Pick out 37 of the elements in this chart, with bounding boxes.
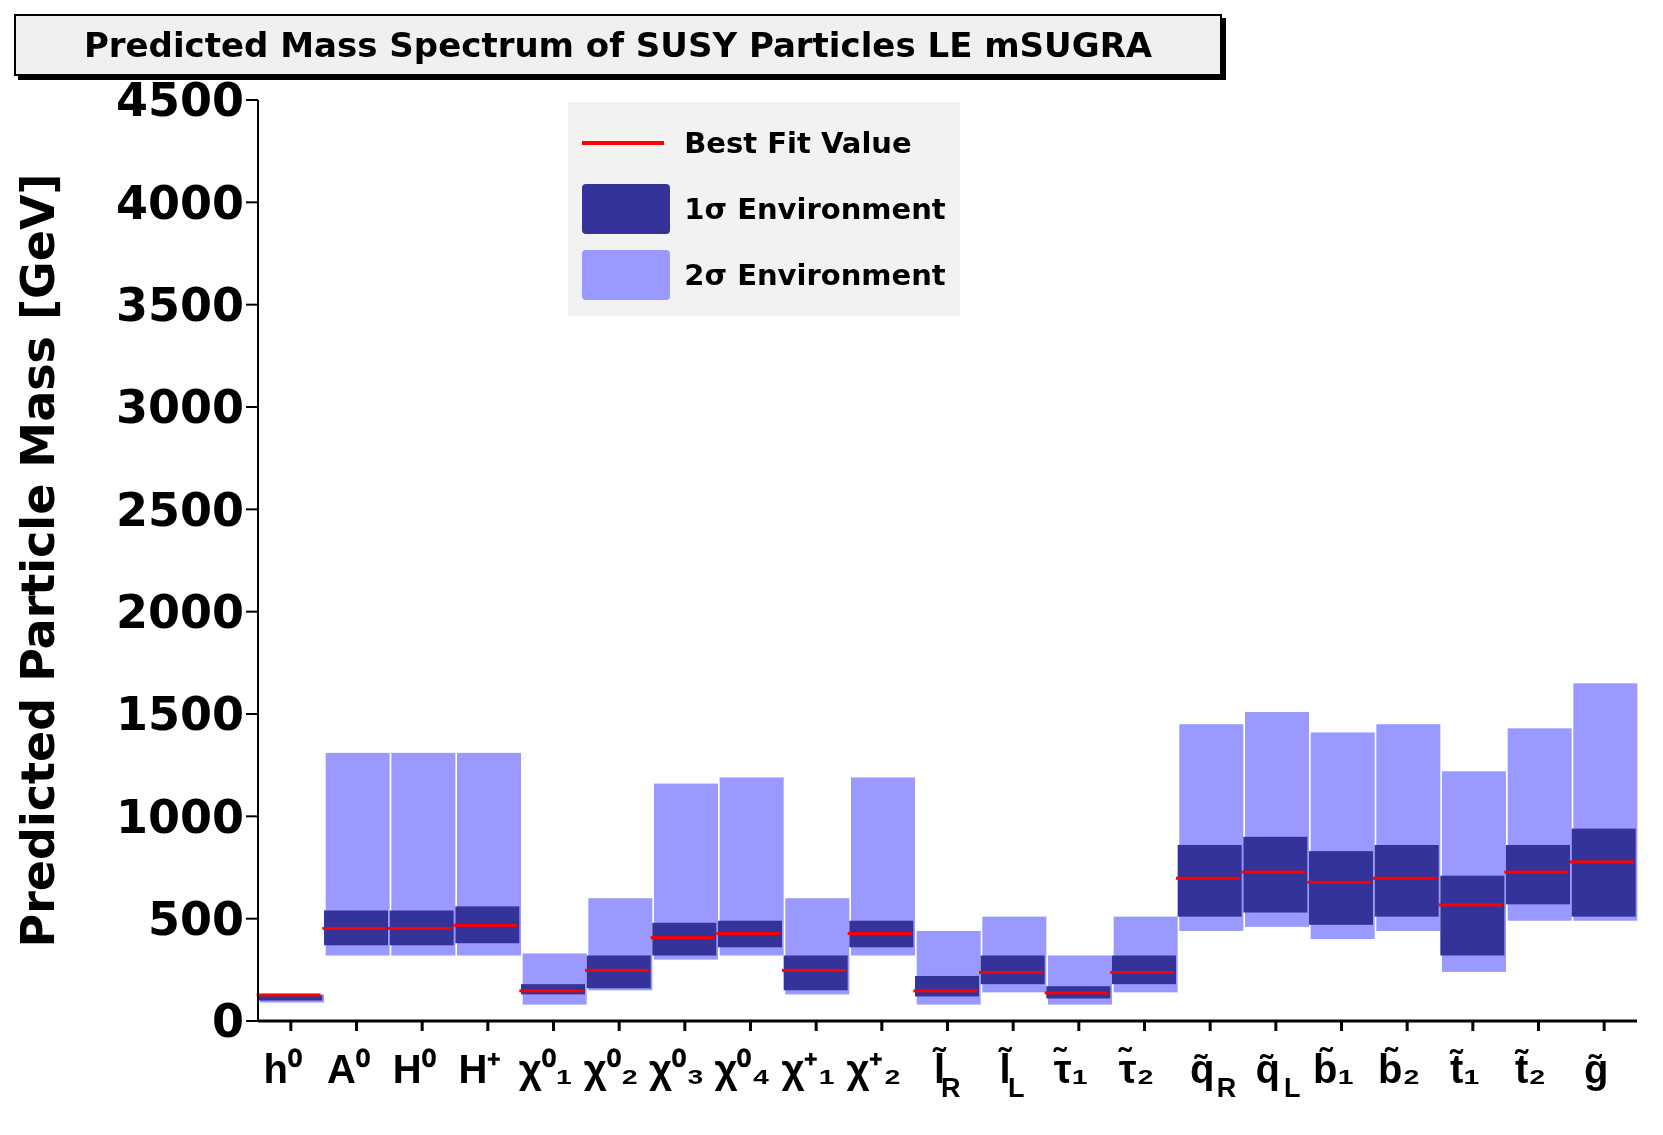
y-tick-label: 2000 <box>115 585 244 639</box>
x-tick-label: b̃₂ <box>1378 1046 1421 1091</box>
bar <box>1506 844 1570 905</box>
bar <box>1309 851 1373 925</box>
x-tick-label: H⁺ <box>458 1047 502 1091</box>
x-tick-label: t̃₁ <box>1448 1047 1480 1091</box>
chart-title: Predicted Mass Spectrum of SUSY Particles LE mSUGRA <box>83 25 1153 65</box>
bar <box>324 910 388 946</box>
x-tick-label: H⁰ <box>392 1047 436 1091</box>
x-tick-label: χ⁺₁ <box>781 1047 835 1091</box>
x-tick-label: τ̃₁ <box>1052 1046 1089 1091</box>
x-tick-label: t̃₂ <box>1513 1047 1547 1091</box>
y-tick-label: 4500 <box>115 73 244 128</box>
y-tick-label: 0 <box>211 994 244 1049</box>
bar <box>1571 828 1636 917</box>
x-tick-label: τ̃₂ <box>1117 1046 1155 1091</box>
y-tick-label: 3000 <box>115 380 244 435</box>
x-tick-label: χ⁰₃ <box>649 1047 705 1091</box>
x-tick-label: χ⁺₂ <box>846 1047 902 1091</box>
x-tick-label: A⁰ <box>327 1047 370 1091</box>
x-tick-label: χ⁰₁ <box>518 1047 573 1091</box>
y-tick-label: 3500 <box>115 278 244 332</box>
legend-label: 2σ Environment <box>684 258 946 292</box>
bar <box>652 922 717 956</box>
y-tick-label: 1000 <box>115 789 244 844</box>
y-tick-label: 500 <box>147 892 244 946</box>
y-axis-title: Predicted Particle Mass [GeV] <box>11 173 66 948</box>
y-tick-label: 2500 <box>115 482 244 537</box>
y-tick-label: 1500 <box>115 687 244 742</box>
y-tick-label: 4000 <box>115 175 244 230</box>
x-tick-label: χ⁰₂ <box>583 1047 639 1091</box>
legend-label: 1σ Environment <box>684 192 946 226</box>
x-tick-label: h⁰ <box>263 1047 303 1091</box>
x-tick-label: b̃₁ <box>1313 1046 1354 1091</box>
x-tick-label: χ⁰₄ <box>714 1047 771 1091</box>
legend-label: Best Fit Value <box>684 126 912 160</box>
x-tick-label: g̃ <box>1583 1047 1609 1091</box>
